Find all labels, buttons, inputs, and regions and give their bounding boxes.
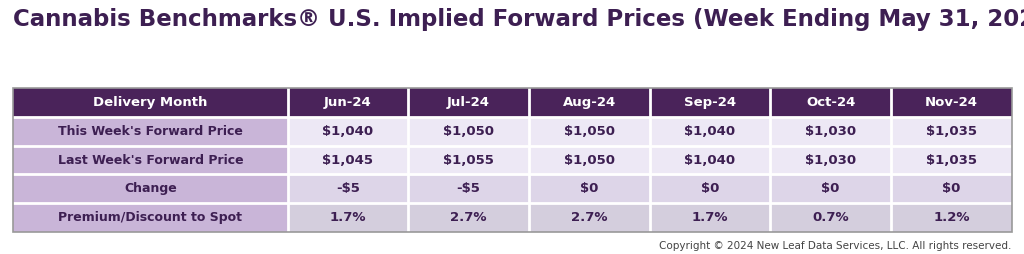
Bar: [409, 203, 529, 232]
Text: $1,040: $1,040: [684, 124, 735, 138]
Bar: [529, 88, 649, 117]
Text: Nov-24: Nov-24: [925, 96, 978, 109]
Text: $1,035: $1,035: [926, 153, 977, 167]
Text: $1,030: $1,030: [805, 124, 856, 138]
Bar: [288, 88, 409, 117]
Text: $1,055: $1,055: [443, 153, 494, 167]
Bar: [649, 88, 770, 117]
Text: $1,035: $1,035: [926, 124, 977, 138]
Text: Jul-24: Jul-24: [447, 96, 490, 109]
Text: $0: $0: [581, 182, 598, 196]
Text: $1,040: $1,040: [684, 153, 735, 167]
Bar: [649, 146, 770, 174]
Bar: [891, 88, 1012, 117]
Text: 1.7%: 1.7%: [692, 211, 728, 225]
Text: Oct-24: Oct-24: [806, 96, 855, 109]
Text: This Week's Forward Price: This Week's Forward Price: [58, 124, 243, 138]
Text: 2.7%: 2.7%: [571, 211, 607, 225]
Text: Copyright © 2024 New Leaf Data Services, LLC. All rights reserved.: Copyright © 2024 New Leaf Data Services,…: [659, 242, 1012, 251]
Bar: [770, 174, 891, 203]
Text: Delivery Month: Delivery Month: [93, 96, 208, 109]
Text: 1.2%: 1.2%: [933, 211, 970, 225]
Bar: [770, 203, 891, 232]
Bar: [891, 174, 1012, 203]
Text: Last Week's Forward Price: Last Week's Forward Price: [57, 153, 244, 167]
Text: Aug-24: Aug-24: [562, 96, 616, 109]
Text: -$5: -$5: [457, 182, 480, 196]
Bar: [409, 174, 529, 203]
Bar: [288, 174, 409, 203]
Text: $1,040: $1,040: [323, 124, 374, 138]
Bar: [891, 117, 1012, 146]
Bar: [770, 146, 891, 174]
Text: $1,050: $1,050: [564, 153, 614, 167]
Bar: [13, 88, 288, 117]
Text: 2.7%: 2.7%: [451, 211, 486, 225]
Bar: [13, 117, 288, 146]
Bar: [288, 203, 409, 232]
Bar: [649, 117, 770, 146]
Text: -$5: -$5: [336, 182, 359, 196]
Bar: [529, 203, 649, 232]
Text: $1,050: $1,050: [443, 124, 495, 138]
Text: $1,045: $1,045: [323, 153, 374, 167]
Text: 1.7%: 1.7%: [330, 211, 367, 225]
Text: Sep-24: Sep-24: [684, 96, 736, 109]
Bar: [13, 146, 288, 174]
Bar: [770, 88, 891, 117]
Bar: [891, 203, 1012, 232]
Text: Premium/Discount to Spot: Premium/Discount to Spot: [58, 211, 243, 225]
Bar: [529, 174, 649, 203]
Bar: [649, 203, 770, 232]
Text: $0: $0: [821, 182, 840, 196]
Text: Cannabis Benchmarks® U.S. Implied Forward Prices (Week Ending May 31, 2024): Cannabis Benchmarks® U.S. Implied Forwar…: [13, 8, 1024, 31]
Bar: [409, 146, 529, 174]
Text: Jun-24: Jun-24: [324, 96, 372, 109]
Bar: [13, 203, 288, 232]
Bar: [891, 146, 1012, 174]
Text: $1,030: $1,030: [805, 153, 856, 167]
Bar: [13, 174, 288, 203]
Bar: [649, 174, 770, 203]
Text: Change: Change: [124, 182, 177, 196]
Bar: [13, 88, 1012, 232]
Bar: [288, 117, 409, 146]
Bar: [409, 117, 529, 146]
Bar: [409, 88, 529, 117]
Text: 0.7%: 0.7%: [812, 211, 849, 225]
Text: $1,050: $1,050: [564, 124, 614, 138]
Text: $0: $0: [700, 182, 719, 196]
Bar: [288, 146, 409, 174]
Bar: [770, 117, 891, 146]
Text: $0: $0: [942, 182, 961, 196]
Bar: [529, 146, 649, 174]
Bar: [529, 117, 649, 146]
